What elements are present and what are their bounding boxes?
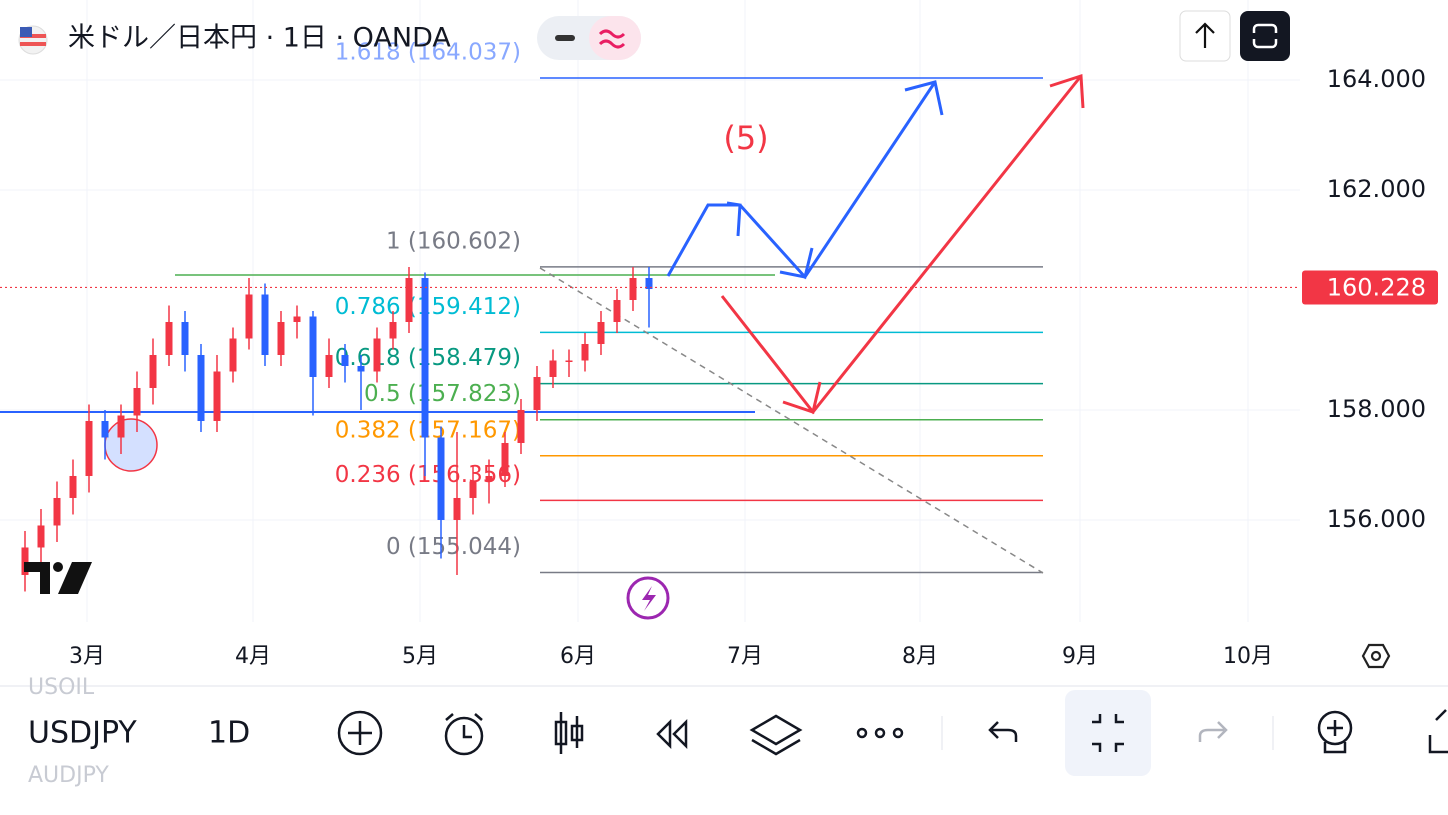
candle-body bbox=[197, 354, 205, 421]
y-tick-label: 162.000 bbox=[1327, 175, 1426, 203]
candle-body bbox=[165, 321, 173, 355]
x-tick-label: 5月 bbox=[402, 644, 438, 669]
candle-body bbox=[69, 475, 77, 498]
x-tick-label: 4月 bbox=[235, 644, 271, 669]
wave-label: (5) bbox=[723, 119, 768, 157]
candle-body bbox=[21, 547, 29, 575]
candle-body bbox=[405, 278, 413, 322]
last-price-badge bbox=[1302, 270, 1438, 305]
candle-body bbox=[101, 420, 109, 438]
candle-body bbox=[277, 321, 285, 355]
candle-body bbox=[469, 481, 477, 498]
candle-body bbox=[85, 420, 93, 476]
candle-body bbox=[421, 278, 429, 438]
candle-body bbox=[293, 316, 301, 322]
candle-body bbox=[597, 321, 605, 344]
candle-body bbox=[229, 338, 237, 372]
fib-label: 0.5 (157.823) bbox=[364, 381, 521, 407]
candle-body bbox=[581, 343, 589, 361]
alert-icon[interactable] bbox=[1317, 710, 1353, 754]
symbol-title: 米ドル／日本円 · 1日 · OANDA bbox=[68, 23, 451, 54]
fib-label: 1 (160.602) bbox=[386, 228, 521, 254]
redo[interactable] bbox=[1198, 721, 1228, 742]
candle-body bbox=[389, 321, 397, 339]
candle-body bbox=[261, 294, 269, 355]
logo bbox=[24, 562, 92, 594]
symbol[interactable]: USDJPY bbox=[28, 716, 137, 751]
collapse-button[interactable] bbox=[1065, 690, 1151, 776]
x-tick-label: 9月 bbox=[1062, 644, 1098, 669]
candle-body bbox=[629, 278, 637, 301]
y-tick-label: 164.000 bbox=[1327, 65, 1426, 93]
candle-body bbox=[485, 475, 493, 482]
candle-body bbox=[213, 371, 221, 421]
event-icon[interactable] bbox=[626, 576, 670, 620]
candle-body bbox=[517, 409, 525, 443]
toolbar-icons[interactable] bbox=[337, 710, 1018, 756]
highlight-circle bbox=[104, 418, 158, 472]
candle-body bbox=[357, 365, 365, 372]
fib-label: 1.618 (164.037) bbox=[335, 39, 521, 65]
x-tick-label: 10月 bbox=[1223, 644, 1273, 669]
share-icon[interactable] bbox=[1428, 709, 1448, 754]
candle-body bbox=[37, 525, 45, 548]
candle-body bbox=[181, 321, 189, 355]
y-tick-label: 156.000 bbox=[1327, 505, 1426, 533]
x-tick-label: 3月 bbox=[69, 644, 105, 669]
candle-body bbox=[341, 354, 349, 366]
prev-symbol: USOIL bbox=[28, 675, 95, 700]
fib-label: 0 (155.044) bbox=[386, 534, 521, 560]
candle-body bbox=[309, 316, 317, 377]
candle-body bbox=[453, 497, 461, 520]
candle-body bbox=[117, 415, 125, 438]
candle-body bbox=[501, 442, 509, 476]
projection-arrow bbox=[666, 80, 944, 280]
flag-icon bbox=[18, 25, 48, 55]
candle-body bbox=[149, 354, 157, 388]
candle-body bbox=[437, 437, 445, 520]
interval[interactable]: 1D bbox=[208, 716, 250, 751]
settings-icon[interactable] bbox=[1361, 643, 1391, 669]
candle-body bbox=[565, 360, 573, 362]
x-tick-label: 7月 bbox=[727, 644, 763, 669]
candle-body bbox=[613, 300, 621, 322]
last-price-label: 160.228 bbox=[1327, 273, 1426, 301]
candle-body bbox=[549, 360, 557, 377]
candle-body bbox=[533, 376, 541, 410]
fib-label: 0.236 (156.356) bbox=[335, 462, 521, 488]
next-symbol: AUDJPY bbox=[28, 763, 109, 788]
candle-body bbox=[325, 354, 333, 377]
x-tick-label: 8月 bbox=[902, 644, 938, 669]
candle-body bbox=[373, 338, 381, 372]
y-tick-label: 158.000 bbox=[1327, 395, 1426, 423]
projection-arrow bbox=[720, 73, 1085, 415]
candle-body bbox=[245, 294, 253, 339]
candle-body bbox=[133, 387, 141, 416]
candle-body bbox=[53, 497, 61, 526]
candle-body bbox=[645, 278, 653, 290]
x-tick-label: 6月 bbox=[560, 644, 596, 669]
